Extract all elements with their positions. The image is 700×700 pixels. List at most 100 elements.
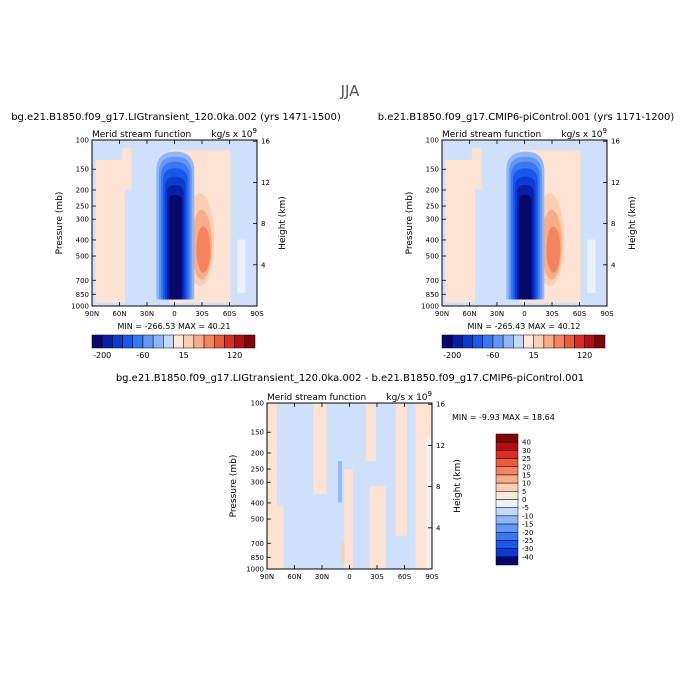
x-tick-label: 0 xyxy=(172,310,176,318)
positive-anomaly-region xyxy=(366,403,376,462)
weak-cell xyxy=(237,239,246,293)
positive-cell-contour xyxy=(546,226,561,273)
colorbar-label: -20 xyxy=(522,529,533,537)
positive-cell-region xyxy=(95,159,125,303)
panel-diff: bg.e21.B1850.f09_g17.LIGtransient_120.0k… xyxy=(116,373,584,581)
weak-cell xyxy=(587,239,596,293)
colorbar-swatch xyxy=(462,334,473,349)
positive-anomaly xyxy=(425,436,432,569)
y-tick-label: 700 xyxy=(251,540,264,548)
colorbar-swatch xyxy=(132,334,144,349)
y-axis-label: Pressure (mb) xyxy=(229,455,239,518)
y-tick-label: 1000 xyxy=(246,566,264,574)
y-tick-label: 150 xyxy=(251,429,264,437)
y-tick-label: 400 xyxy=(251,499,264,507)
colorbar-swatch xyxy=(553,334,565,349)
y-tick-label: 100 xyxy=(426,137,439,145)
units-text: kg/s x 10 xyxy=(561,130,602,140)
y-tick-label: 300 xyxy=(76,216,89,224)
colorbar-swatch xyxy=(482,334,494,349)
colorbar-label: -40 xyxy=(522,553,533,561)
positive-cell-contour xyxy=(196,226,211,273)
colorbar-swatch xyxy=(495,466,519,476)
colorbar-swatch xyxy=(564,334,575,349)
x-tick-label: 60N xyxy=(112,310,126,318)
x-tick-label: 30N xyxy=(140,310,154,318)
y-tick-label: 500 xyxy=(251,516,264,524)
colorbar-swatch xyxy=(472,334,483,349)
positive-anomaly-region xyxy=(395,403,408,536)
colorbar-swatch xyxy=(451,334,463,349)
x-tick-label: 90S xyxy=(250,310,264,318)
y-tick-label: 200 xyxy=(251,449,264,457)
colorbar-swatch xyxy=(163,334,174,349)
panel-subtitle: Merid stream function xyxy=(267,393,366,403)
y-axis-label-right: Height (km) xyxy=(453,459,463,513)
negative-cell-contour xyxy=(169,194,182,300)
colorbar-label: 0 xyxy=(522,496,526,504)
negative-cell-contour xyxy=(519,194,532,300)
y-tick-label: 1000 xyxy=(421,303,439,311)
colorbar-swatch xyxy=(495,556,519,566)
height-tick-label: 4 xyxy=(261,261,266,269)
y-tick-label: 700 xyxy=(426,277,439,285)
height-tick-label: 8 xyxy=(261,220,265,228)
colorbar-swatch xyxy=(523,334,534,349)
colorbar-swatch xyxy=(122,334,133,349)
colorbar-label: -10 xyxy=(522,512,533,520)
colorbar-label: 20 xyxy=(522,463,531,471)
panel-pi: b.e21.B1850.f09_g17.CMIP6-piControl.001 … xyxy=(378,112,675,360)
colorbar-label: 15 xyxy=(529,351,539,360)
positive-anomaly xyxy=(341,542,345,563)
x-tick-label: 90S xyxy=(600,310,614,318)
y-tick-label: 300 xyxy=(426,216,439,224)
positive-anomaly-region xyxy=(344,469,353,569)
panel-title: bg.e21.B1850.f09_g17.LIGtransient_120.0k… xyxy=(11,112,341,123)
x-tick-label: 0 xyxy=(522,310,526,318)
positive-anomaly-region xyxy=(267,403,277,520)
panel-title: bg.e21.B1850.f09_g17.LIGtransient_120.0k… xyxy=(116,373,584,384)
colorbar-label: -30 xyxy=(522,545,533,553)
colorbar-swatch xyxy=(142,334,154,349)
x-tick-label: 60S xyxy=(573,310,587,318)
x-tick-label: 90N xyxy=(85,310,99,318)
colorbar-label: 40 xyxy=(522,439,531,447)
panel-lig: bg.e21.B1850.f09_g17.LIGtransient_120.0k… xyxy=(11,112,341,360)
y-tick-label: 200 xyxy=(426,186,439,194)
colorbar-swatch xyxy=(513,334,524,349)
y-tick-label: 200 xyxy=(76,186,89,194)
x-tick-label: 30S xyxy=(370,573,384,581)
colorbar-swatch xyxy=(495,441,519,451)
colorbar-label: -200 xyxy=(93,351,111,360)
colorbar-swatch xyxy=(495,532,519,541)
colorbar-swatch xyxy=(495,450,519,459)
y-tick-label: 500 xyxy=(426,253,439,261)
x-tick-label: 60S xyxy=(398,573,412,581)
y-tick-label: 850 xyxy=(251,554,264,562)
minmax-text: MIN = -9.93 MAX = 18.64 xyxy=(452,413,555,422)
figure-title: JJA xyxy=(340,82,361,100)
x-tick-label: 30S xyxy=(545,310,559,318)
height-tick-label: 16 xyxy=(261,138,270,146)
colorbar-swatch xyxy=(193,334,205,349)
panel-units: kg/s x 109 xyxy=(561,127,607,140)
height-tick-label: 16 xyxy=(436,401,445,409)
positive-cell-region xyxy=(121,148,132,190)
height-tick-label: 12 xyxy=(611,179,620,187)
colorbar-swatch xyxy=(91,334,103,349)
units-exponent: 9 xyxy=(428,390,432,398)
colorbar-swatch xyxy=(495,499,519,508)
y-tick-label: 150 xyxy=(426,166,439,174)
colorbar-swatch xyxy=(152,334,164,349)
x-tick-label: 0 xyxy=(347,573,351,581)
colorbar-swatch xyxy=(234,334,246,349)
colorbar-swatch xyxy=(584,334,596,349)
negative-anomaly xyxy=(337,461,343,503)
colorbar-label: 30 xyxy=(522,447,531,455)
y-tick-label: 150 xyxy=(76,166,89,174)
colorbar-swatch xyxy=(495,515,519,525)
panel-subtitle: Merid stream function xyxy=(92,130,191,140)
positive-anomaly-region xyxy=(267,505,284,569)
positive-anomaly-region xyxy=(313,403,327,495)
colorbar-label: 120 xyxy=(227,351,242,360)
